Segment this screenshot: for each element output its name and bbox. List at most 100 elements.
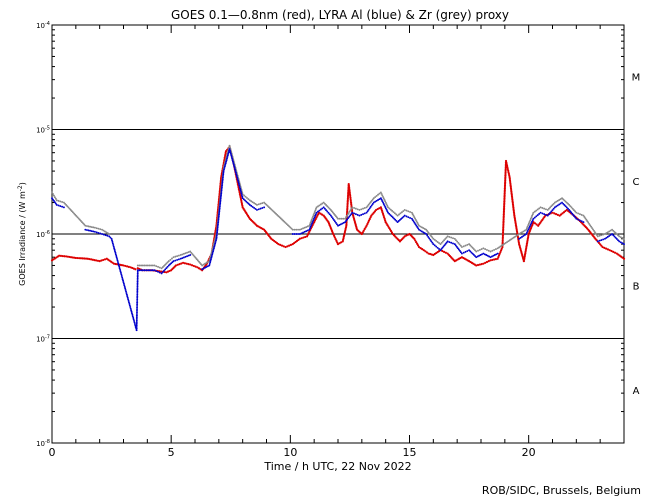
lyra_zr-trace-dot — [515, 234, 518, 237]
lyra_al-trace-dot — [135, 326, 138, 328]
lyra_al-trace-dot — [378, 198, 381, 201]
lyra-al-series — [51, 148, 625, 332]
goes-trace-dot — [194, 265, 197, 268]
lyra_al-trace-dot — [111, 242, 114, 245]
lyra_zr-trace-dot — [573, 209, 575, 212]
lyra_zr-trace-dot — [336, 216, 338, 219]
goes-trace-dot — [504, 177, 507, 180]
goes-trace-dot — [484, 261, 487, 264]
lyra_al-trace-dot — [310, 224, 313, 226]
y-tick-label: 10-4 — [36, 21, 50, 30]
lyra_al-trace-dot — [57, 204, 60, 207]
lyra_al-point — [468, 249, 471, 252]
lyra_zr-trace-dot — [151, 264, 154, 267]
lyra_al-trace-dot — [244, 199, 246, 202]
lyra_zr-point — [525, 228, 528, 231]
lyra_zr-trace-dot — [544, 208, 547, 211]
lyra_al-trace-dot — [136, 306, 139, 309]
lyra_zr-trace-dot — [398, 213, 400, 216]
lyra_zr-trace-dot — [484, 248, 487, 251]
lyra_zr-trace-dot — [65, 204, 68, 206]
y-tick-label: 10-6 — [36, 230, 50, 239]
lyra_zr-trace-dot — [521, 231, 523, 234]
y-tick-base: 10 — [36, 22, 45, 30]
lyra_al-trace-dot — [136, 290, 139, 293]
lyra_al-trace-dot — [125, 290, 127, 293]
lyra_al-trace-dot — [218, 213, 220, 216]
lyra_zr-point — [611, 228, 614, 231]
lyra_al-point — [403, 214, 406, 217]
lyra_zr-trace-dot — [196, 259, 199, 262]
lyra_zr-trace-dot — [377, 193, 379, 196]
goes-trace-dot — [416, 242, 419, 245]
lyra_al-point — [496, 252, 499, 255]
lyra_al-point — [475, 256, 478, 259]
goes-trace-dot — [511, 200, 514, 203]
lyra_al-trace-dot — [445, 241, 448, 244]
lyra_al-trace-dot — [212, 250, 215, 253]
lyra_zr-trace-dot — [617, 234, 619, 237]
goes-trace-dot — [100, 259, 103, 262]
lyra_al-trace-dot — [151, 269, 154, 272]
lyra_al-trace-dot — [333, 220, 336, 223]
x-axis-label: Time / h UTC, 22 Nov 2022 — [263, 460, 411, 473]
lyra_al-trace-dot — [580, 220, 583, 223]
goes-trace-dot — [349, 198, 352, 201]
lyra_al-trace-dot — [253, 206, 256, 209]
lyra_al-trace-dot — [114, 253, 117, 256]
lyra_al-trace-dot — [391, 216, 394, 219]
lyra_al-trace-dot — [54, 202, 57, 205]
lyra_zr-point — [418, 224, 420, 227]
goes-trace-dot — [606, 248, 610, 251]
lyra_zr-trace-dot — [338, 217, 341, 220]
lyra_zr-trace-dot — [150, 264, 153, 267]
lyra_zr-trace-dot — [76, 216, 79, 219]
lyra_al-point — [387, 211, 389, 214]
lyra_al-trace-dot — [549, 211, 552, 214]
lyra_al-trace-dot — [450, 241, 453, 244]
lyra_al-trace-dot — [135, 324, 138, 327]
lyra_zr-trace-dot — [528, 220, 531, 223]
goes-point — [622, 257, 626, 260]
lyra_zr-trace-dot — [347, 212, 350, 214]
lyra_al-trace-dot — [474, 255, 476, 257]
lyra_zr-trace-dot — [312, 215, 314, 218]
goes-trace-dot — [362, 229, 365, 232]
lyra_zr-trace-dot — [549, 206, 552, 209]
lyra_zr-trace-dot — [499, 245, 502, 248]
lyra_al-trace-dot — [217, 220, 220, 223]
goes-point — [482, 262, 485, 265]
lyra_zr-trace-dot — [608, 230, 611, 233]
goes-trace-dot — [361, 231, 364, 234]
lyra_zr-point — [291, 228, 294, 231]
lyra_al-trace-dot — [120, 275, 123, 277]
lyra_al-trace-dot — [261, 207, 264, 209]
lyra_zr-point — [546, 208, 549, 211]
lyra_zr-point — [475, 250, 478, 253]
goes-trace-dot — [502, 228, 505, 231]
lyra_al-point — [446, 240, 449, 243]
flare-class-labels: M C B A — [632, 73, 641, 397]
lyra_zr-trace-dot — [277, 215, 280, 218]
lyra_zr-point — [482, 247, 485, 250]
lyra_al-trace-dot — [59, 205, 62, 208]
lyra_zr-trace-dot — [303, 226, 306, 229]
lyra_al-point — [553, 206, 556, 209]
lyra_zr-trace-dot — [194, 256, 197, 259]
lyra_zr-trace-dot — [311, 217, 314, 220]
lyra_zr-point — [136, 264, 139, 267]
goes-point — [360, 232, 363, 236]
lyra_zr-trace-dot — [164, 263, 167, 266]
lyra_al-trace-dot — [615, 237, 618, 240]
lyra_al-point — [575, 217, 578, 220]
goes-trace-dot — [501, 234, 505, 237]
lyra_al-point — [410, 217, 413, 220]
goes-trace-dot — [282, 245, 285, 248]
lyra_zr-trace-dot — [526, 225, 529, 228]
lyra_al-trace-dot — [448, 241, 451, 244]
lyra_zr-trace-dot — [161, 266, 164, 269]
lyra_zr-trace-dot — [613, 230, 616, 233]
lyra_al-trace-dot — [346, 218, 349, 221]
lyra_zr-trace-dot — [313, 212, 316, 215]
lyra_al-trace-dot — [212, 247, 215, 250]
